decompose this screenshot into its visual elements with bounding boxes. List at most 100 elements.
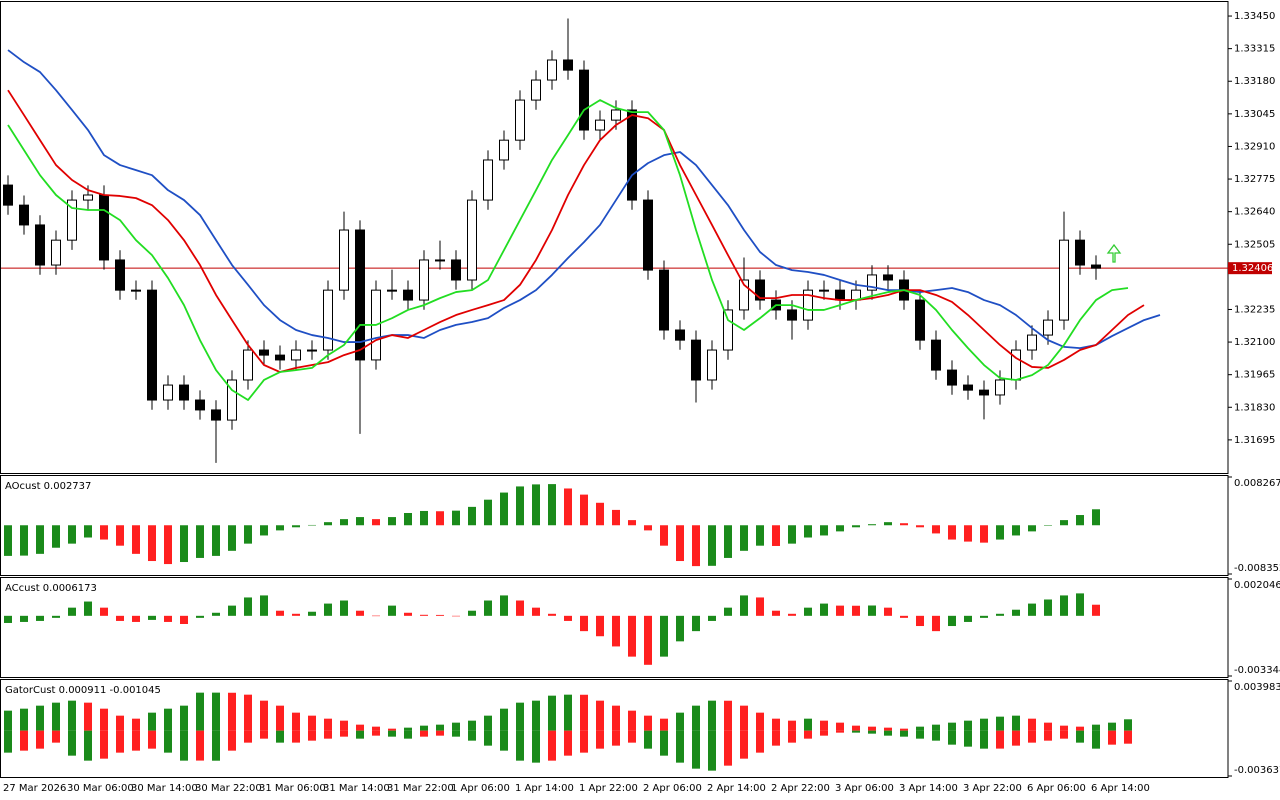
histogram-bar xyxy=(740,525,748,551)
x-tick-label: 30 Mar 14:00 xyxy=(131,783,198,794)
histogram-bar xyxy=(900,615,908,618)
histogram-bar xyxy=(84,601,92,616)
alligator-line xyxy=(7,99,1129,401)
histogram-bar xyxy=(788,525,796,544)
alligator-line xyxy=(7,89,1145,373)
histogram-bar xyxy=(532,484,540,526)
x-tick-label: 30 Mar 06:00 xyxy=(67,783,134,794)
candle-body xyxy=(1059,239,1069,321)
panel-frame xyxy=(0,679,1229,778)
gator-bar xyxy=(468,730,476,741)
histogram-bar xyxy=(468,610,476,616)
gator-bar xyxy=(756,712,764,731)
histogram-bar xyxy=(36,525,44,554)
histogram-bar xyxy=(612,615,620,647)
gator-bar xyxy=(404,730,412,739)
candle-body xyxy=(35,224,45,266)
histogram-bar xyxy=(212,525,220,556)
candle-body xyxy=(419,259,429,301)
histogram-bar xyxy=(836,605,844,616)
histogram-bar xyxy=(948,615,956,627)
histogram-bar xyxy=(660,525,668,546)
gator-bar xyxy=(500,730,508,751)
histogram-bar xyxy=(148,525,156,562)
gator-bar xyxy=(1092,724,1100,731)
candle-body xyxy=(195,399,205,411)
histogram-bar xyxy=(868,605,876,616)
histogram-bar xyxy=(116,525,124,546)
gator-bar xyxy=(196,692,204,731)
gator-bar xyxy=(324,718,332,731)
histogram-bar xyxy=(612,509,620,526)
histogram-bar xyxy=(324,522,332,526)
histogram-bar xyxy=(564,615,572,621)
candle-body xyxy=(323,289,333,351)
gator-bar xyxy=(308,730,316,741)
gator-bar xyxy=(516,730,524,761)
gator-bar xyxy=(52,730,60,743)
gator-bar xyxy=(116,715,124,731)
gator-bar xyxy=(1028,730,1036,743)
histogram-bar xyxy=(132,615,140,622)
candle-body xyxy=(707,349,717,381)
candle-body xyxy=(723,309,733,351)
gator-bar xyxy=(484,730,492,746)
gator-bar xyxy=(420,730,428,737)
gator-bar xyxy=(132,718,140,731)
gator-bar xyxy=(372,726,380,731)
x-tick-label: 31 Mar 22:00 xyxy=(387,783,454,794)
y-tick-label: -0.003637 xyxy=(1234,765,1280,776)
histogram-bar xyxy=(868,524,876,526)
histogram-bar xyxy=(692,525,700,567)
histogram-bar xyxy=(372,519,380,526)
x-tick-label: 31 Mar 14:00 xyxy=(323,783,390,794)
candle-body xyxy=(739,279,749,311)
histogram-bar xyxy=(804,607,812,616)
histogram-bar xyxy=(580,494,588,526)
gator-bar xyxy=(916,726,924,731)
candle-body xyxy=(803,289,813,321)
gator-bar xyxy=(852,725,860,731)
price-label: 1.32406 xyxy=(1232,263,1273,274)
gator-bar xyxy=(948,722,956,731)
gator-bar xyxy=(836,722,844,731)
histogram-bar xyxy=(852,605,860,616)
gator-bar xyxy=(676,712,684,731)
candle-body xyxy=(995,379,1005,396)
gator-bar xyxy=(116,730,124,753)
histogram-bar xyxy=(292,613,300,616)
gator-bar xyxy=(436,724,444,731)
histogram-bar xyxy=(516,486,524,526)
gator-bar xyxy=(900,728,908,731)
gator-bar xyxy=(100,730,108,759)
candle-body xyxy=(979,389,989,396)
gator-bar xyxy=(644,715,652,731)
candle-body xyxy=(291,349,301,361)
gator-bar xyxy=(388,728,396,731)
histogram-bar xyxy=(260,595,268,616)
gator-bar xyxy=(772,730,780,746)
gator-bar xyxy=(1012,730,1020,746)
gator-bar xyxy=(436,730,444,736)
gator-bar xyxy=(276,705,284,731)
gator-bar xyxy=(244,730,252,743)
histogram-bar xyxy=(308,524,316,526)
candle-body xyxy=(499,139,509,161)
x-tick-label: 31 Mar 06:00 xyxy=(259,783,326,794)
x-tick-label: 3 Apr 22:00 xyxy=(963,783,1022,794)
candle-body xyxy=(403,289,413,301)
histogram-bar xyxy=(388,517,396,526)
candle-body xyxy=(611,109,621,121)
candle-body xyxy=(451,259,461,281)
histogram-bar xyxy=(468,506,476,526)
candle-body xyxy=(51,239,61,266)
histogram-bar xyxy=(820,525,828,536)
histogram-bar xyxy=(884,522,892,526)
histogram-bar xyxy=(532,607,540,616)
candle-body xyxy=(483,159,493,201)
gator-bar xyxy=(148,712,156,731)
histogram-bar xyxy=(788,613,796,616)
panel-frame xyxy=(0,475,1229,576)
